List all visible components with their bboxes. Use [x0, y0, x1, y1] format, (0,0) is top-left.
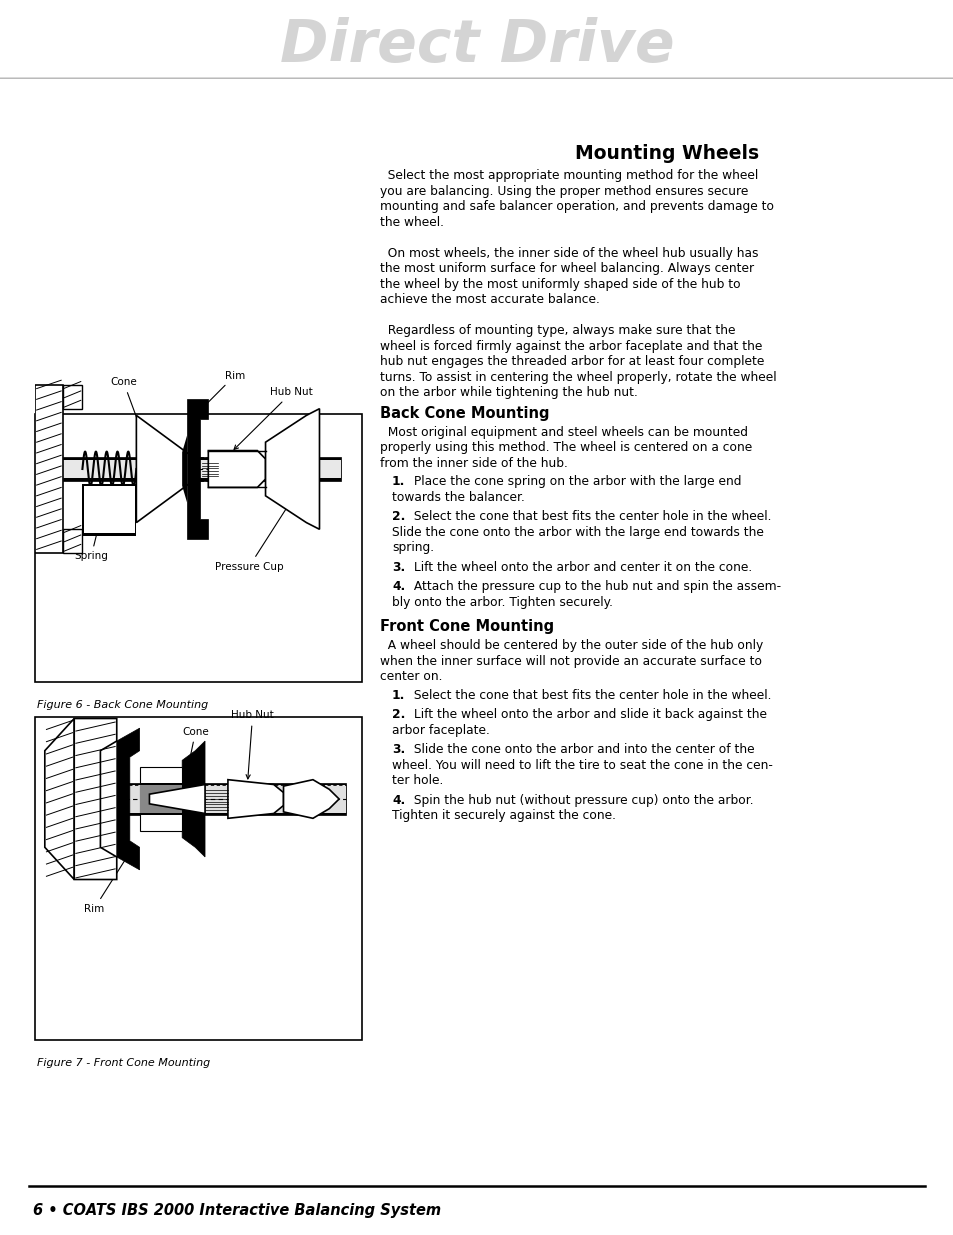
- Polygon shape: [82, 484, 136, 536]
- Polygon shape: [182, 741, 205, 857]
- Text: 3.: 3.: [392, 561, 405, 574]
- Text: Rim: Rim: [201, 370, 245, 409]
- Polygon shape: [283, 779, 338, 819]
- Text: the wheel.: the wheel.: [379, 216, 443, 228]
- Text: 4.: 4.: [392, 580, 405, 593]
- Polygon shape: [182, 436, 187, 503]
- Text: Select the cone that best fits the center hole in the wheel.: Select the cone that best fits the cente…: [410, 510, 771, 524]
- Text: Slide the cone onto the arbor with the large end towards the: Slide the cone onto the arbor with the l…: [392, 526, 763, 538]
- Text: 1.: 1.: [392, 689, 405, 701]
- Text: Spring: Spring: [74, 496, 108, 562]
- Text: Regardless of mounting type, always make sure that the: Regardless of mounting type, always make…: [379, 325, 735, 337]
- Text: Tighten it securely against the cone.: Tighten it securely against the cone.: [392, 809, 616, 823]
- Text: ter hole.: ter hole.: [392, 774, 443, 788]
- Text: Hub Nut: Hub Nut: [231, 710, 274, 779]
- Bar: [63, 457, 340, 480]
- Text: 2.: 2.: [392, 510, 405, 524]
- Text: wheel. You will need to lift the tire to seat the cone in the cen-: wheel. You will need to lift the tire to…: [392, 760, 772, 772]
- Text: Most original equipment and steel wheels can be mounted: Most original equipment and steel wheels…: [379, 426, 747, 438]
- Polygon shape: [139, 767, 182, 831]
- Bar: [63, 530, 82, 553]
- Polygon shape: [84, 485, 134, 532]
- Text: On most wheels, the inner side of the wheel hub usually has: On most wheels, the inner side of the wh…: [379, 247, 758, 259]
- Bar: [116, 783, 345, 815]
- Text: bly onto the arbor. Tighten securely.: bly onto the arbor. Tighten securely.: [392, 595, 613, 609]
- Text: center on.: center on.: [379, 671, 442, 683]
- Polygon shape: [45, 719, 74, 879]
- Text: Cone: Cone: [111, 377, 149, 448]
- Polygon shape: [265, 409, 319, 530]
- Text: from the inner side of the hub.: from the inner side of the hub.: [379, 457, 567, 469]
- Text: arbor faceplate.: arbor faceplate.: [392, 724, 489, 737]
- Text: mounting and safe balancer operation, and prevents damage to: mounting and safe balancer operation, an…: [379, 200, 773, 214]
- Polygon shape: [228, 779, 283, 819]
- Polygon shape: [116, 729, 139, 869]
- Text: hub nut engages the threaded arbor for at least four complete: hub nut engages the threaded arbor for a…: [379, 356, 763, 368]
- Text: Figure 7 - Front Cone Mounting: Figure 7 - Front Cone Mounting: [37, 1057, 210, 1067]
- Bar: [35, 385, 63, 553]
- Bar: [63, 385, 82, 409]
- Polygon shape: [187, 399, 208, 540]
- Text: Spin the hub nut (without pressure cup) onto the arbor.: Spin the hub nut (without pressure cup) …: [410, 794, 753, 806]
- Text: Place the cone spring on the arbor with the large end: Place the cone spring on the arbor with …: [410, 475, 740, 488]
- Bar: [35, 718, 361, 1040]
- Text: Attach the pressure cup to the hub nut and spin the assem-: Attach the pressure cup to the hub nut a…: [410, 580, 781, 593]
- Bar: [35, 414, 361, 683]
- Text: 2.: 2.: [392, 709, 405, 721]
- Text: Lift the wheel onto the arbor and center it on the cone.: Lift the wheel onto the arbor and center…: [410, 561, 752, 574]
- Text: wheel is forced firmly against the arbor faceplate and that the: wheel is forced firmly against the arbor…: [379, 340, 761, 353]
- Text: the wheel by the most uniformly shaped side of the hub to: the wheel by the most uniformly shaped s…: [379, 278, 740, 290]
- Text: 1.: 1.: [392, 475, 405, 488]
- Text: Lift the wheel onto the arbor and slide it back against the: Lift the wheel onto the arbor and slide …: [410, 709, 766, 721]
- Bar: [139, 785, 182, 813]
- Polygon shape: [208, 451, 265, 488]
- Text: 3.: 3.: [392, 743, 405, 757]
- Text: you are balancing. Using the proper method ensures secure: you are balancing. Using the proper meth…: [379, 184, 747, 198]
- Bar: [63, 459, 340, 478]
- Text: turns. To assist in centering the wheel properly, rotate the wheel: turns. To assist in centering the wheel …: [379, 370, 776, 384]
- Text: properly using this method. The wheel is centered on a cone: properly using this method. The wheel is…: [379, 441, 752, 454]
- Text: Cone: Cone: [182, 726, 209, 792]
- Text: 6 • COATS IBS 2000 Interactive Balancing System: 6 • COATS IBS 2000 Interactive Balancing…: [33, 1203, 441, 1218]
- Text: the most uniform surface for wheel balancing. Always center: the most uniform surface for wheel balan…: [379, 262, 753, 275]
- Text: Front Cone Mounting: Front Cone Mounting: [379, 620, 554, 635]
- Text: Select the cone that best fits the center hole in the wheel.: Select the cone that best fits the cente…: [410, 689, 771, 701]
- Text: Rim: Rim: [84, 851, 131, 914]
- Polygon shape: [150, 784, 205, 814]
- Text: Figure 6 - Back Cone Mounting: Figure 6 - Back Cone Mounting: [37, 700, 208, 710]
- Text: Select the most appropriate mounting method for the wheel: Select the most appropriate mounting met…: [379, 169, 758, 182]
- Text: Pressure Cup: Pressure Cup: [214, 495, 294, 572]
- Text: Hub Nut: Hub Nut: [233, 388, 313, 450]
- Text: on the arbor while tightening the hub nut.: on the arbor while tightening the hub nu…: [379, 387, 638, 399]
- Text: Slide the cone onto the arbor and into the center of the: Slide the cone onto the arbor and into t…: [410, 743, 754, 757]
- Text: towards the balancer.: towards the balancer.: [392, 490, 524, 504]
- Text: spring.: spring.: [392, 541, 434, 555]
- Text: when the inner surface will not provide an accurate surface to: when the inner surface will not provide …: [379, 655, 761, 668]
- Text: Back Cone Mounting: Back Cone Mounting: [379, 406, 549, 421]
- Text: 4.: 4.: [392, 794, 405, 806]
- Polygon shape: [136, 415, 189, 522]
- Bar: [116, 785, 345, 813]
- Polygon shape: [74, 719, 116, 879]
- Bar: [139, 783, 182, 815]
- Text: Mounting Wheels: Mounting Wheels: [575, 144, 759, 163]
- Text: Direct Drive: Direct Drive: [279, 17, 674, 74]
- Text: A wheel should be centered by the outer side of the hub only: A wheel should be centered by the outer …: [379, 640, 762, 652]
- Text: achieve the most accurate balance.: achieve the most accurate balance.: [379, 293, 599, 306]
